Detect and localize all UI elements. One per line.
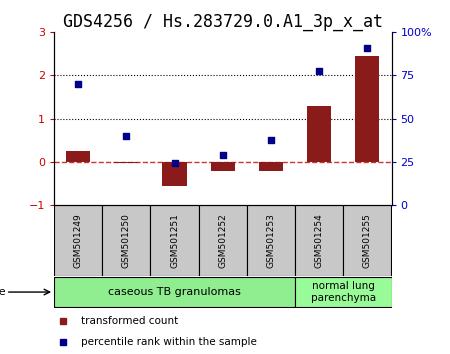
Point — [267, 137, 274, 143]
Text: GSM501255: GSM501255 — [363, 213, 372, 268]
Bar — [259, 162, 283, 171]
Bar — [343, 205, 392, 276]
Text: GSM501252: GSM501252 — [218, 213, 227, 268]
Text: transformed count: transformed count — [81, 316, 178, 326]
Bar — [54, 277, 295, 307]
Text: GSM501249: GSM501249 — [74, 213, 83, 268]
Bar — [295, 277, 392, 307]
Point — [75, 81, 82, 87]
Bar — [356, 56, 379, 162]
Bar — [211, 162, 235, 171]
Text: caseous TB granulomas: caseous TB granulomas — [108, 287, 241, 297]
Bar — [54, 205, 102, 276]
Bar — [307, 105, 331, 162]
Bar — [295, 205, 343, 276]
Text: GSM501254: GSM501254 — [315, 213, 324, 268]
Bar — [198, 205, 247, 276]
Title: GDS4256 / Hs.283729.0.A1_3p_x_at: GDS4256 / Hs.283729.0.A1_3p_x_at — [63, 13, 383, 30]
Text: cell type: cell type — [0, 287, 6, 297]
Point — [123, 133, 130, 139]
Bar — [114, 162, 139, 163]
Bar — [66, 151, 90, 162]
Point — [364, 46, 371, 51]
Text: percentile rank within the sample: percentile rank within the sample — [81, 337, 257, 347]
Bar — [162, 162, 187, 186]
Point — [219, 153, 226, 158]
Bar — [102, 205, 150, 276]
Point — [171, 160, 178, 166]
Text: normal lung
parenchyma: normal lung parenchyma — [310, 281, 376, 303]
Bar — [150, 205, 198, 276]
Bar — [247, 205, 295, 276]
Text: GSM501251: GSM501251 — [170, 213, 179, 268]
Point — [315, 68, 323, 74]
Text: GSM501250: GSM501250 — [122, 213, 131, 268]
Text: GSM501253: GSM501253 — [266, 213, 275, 268]
